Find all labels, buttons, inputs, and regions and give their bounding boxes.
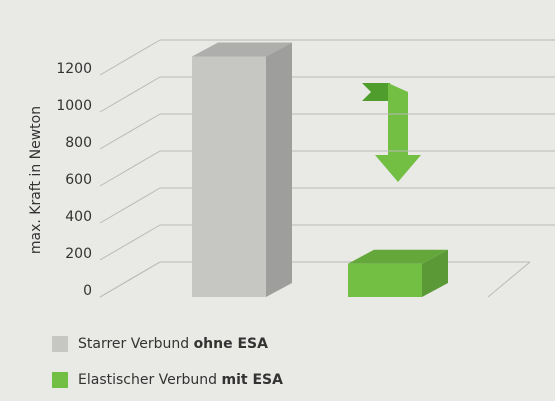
grid-line [99, 224, 161, 261]
bar [192, 42, 292, 297]
grid-line [99, 76, 161, 113]
legend-swatch [52, 336, 68, 352]
grid-line [99, 187, 161, 224]
bar-top [192, 42, 292, 57]
y-tick-label: 1000 [56, 98, 92, 114]
bar [348, 249, 448, 297]
legend-label: Starrer Verbund ohne ESA [78, 336, 268, 352]
y-tick-label: 1200 [56, 61, 92, 77]
y-axis-label: max. Kraft in Newton [28, 106, 44, 254]
bar-side [422, 249, 448, 297]
legend-swatch [52, 372, 68, 388]
bar-front [348, 263, 422, 297]
bar-side [266, 42, 292, 297]
bar-front [192, 56, 266, 297]
floor-line [487, 261, 531, 298]
grid-line [99, 150, 161, 187]
y-tick-label: 0 [83, 283, 92, 299]
trend-arrow [362, 83, 421, 182]
legend-label: Elastischer Verbund mit ESA [78, 372, 283, 388]
y-tick-label: 200 [65, 246, 92, 262]
grid-line [99, 113, 161, 150]
y-tick-label: 800 [65, 135, 92, 151]
grid-line [99, 39, 161, 76]
y-tick-label: 600 [65, 172, 92, 188]
bar-top [348, 249, 448, 264]
grid-line [99, 261, 161, 298]
y-tick-label: 400 [65, 209, 92, 225]
